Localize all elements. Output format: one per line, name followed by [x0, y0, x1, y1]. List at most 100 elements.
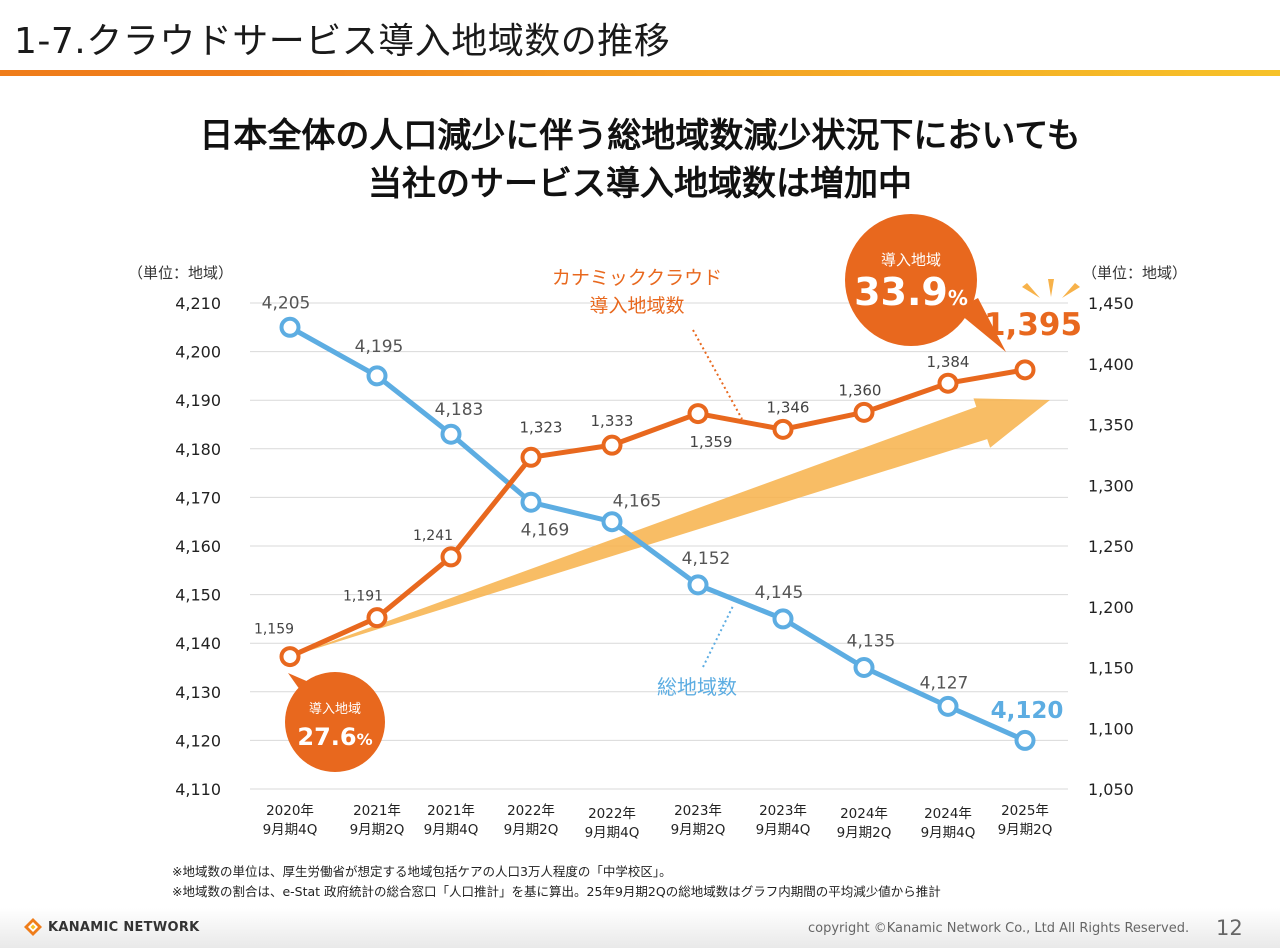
x-axis-tick-label-period: 9月期2Q	[837, 825, 892, 841]
introduced-regions-data-label: 1,384	[927, 353, 970, 371]
total-regions-point	[520, 491, 542, 513]
page-number: 12	[1216, 916, 1243, 940]
slide-title: 1-7.クラウドサービス導入地域数の推移	[14, 21, 671, 62]
total-regions-data-label: 4,127	[920, 673, 969, 693]
introduced-regions-point	[687, 403, 709, 425]
introduced-regions-data-label: 1,360	[839, 381, 882, 399]
x-axis-tick-label-year: 2020年	[266, 803, 314, 819]
left-axis-unit: （単位：地域）	[128, 264, 234, 282]
total-regions-point	[366, 365, 388, 387]
left-axis-tick-label: 4,140	[175, 634, 221, 653]
left-axis-tick-label: 4,150	[175, 586, 221, 605]
callout-start-caption: 導入地域	[309, 702, 361, 717]
total-regions-data-label: 4,183	[435, 400, 484, 420]
x-axis-tick-label-period: 9月期2Q	[671, 822, 726, 838]
introduced-regions-point	[1014, 359, 1036, 381]
x-axis-tick-label-year: 2021年	[427, 803, 475, 819]
left-axis-tick-label: 4,200	[175, 343, 221, 362]
callout-end-caption: 導入地域	[881, 251, 941, 269]
x-axis-tick-label-period: 9月期2Q	[504, 822, 559, 838]
series-label-introduced-line2: 導入地域数	[589, 295, 684, 317]
total-regions-point	[279, 316, 301, 338]
copyright: copyright ©Kanamic Network Co., Ltd All …	[808, 921, 1190, 936]
footnote-1: ※地域数の単位は、厚生労働省が想定する地域包括ケアの人口3万人程度の「中学校区」…	[172, 864, 672, 879]
headline-line-2: 当社のサービス導入地域数は増加中	[368, 164, 912, 204]
left-axis-tick-label: 4,110	[175, 780, 221, 799]
x-axis-tick-label-year: 2023年	[759, 803, 807, 819]
highlight-accent	[1062, 283, 1080, 298]
right-axis-tick-label: 1,350	[1088, 416, 1134, 435]
total-regions-point	[601, 511, 623, 533]
introduced-regions-point	[772, 418, 794, 440]
total-regions-point	[937, 695, 959, 717]
x-axis-tick-label-year: 2025年	[1001, 803, 1049, 819]
series-line-introduced-regions	[288, 367, 1026, 659]
right-axis-tick-label: 1,100	[1088, 719, 1134, 738]
total-regions-point	[687, 574, 709, 596]
introduced-regions-latest-label: 1,395	[984, 307, 1082, 343]
x-axis-tick-label-period: 9月期4Q	[756, 822, 811, 838]
footer-bar	[0, 908, 1280, 948]
x-axis-tick-label-period: 9月期4Q	[424, 822, 479, 838]
callout-end-value: 33.9%	[854, 270, 968, 314]
total-regions-point	[853, 657, 875, 678]
total-regions-point	[1014, 729, 1036, 751]
introduced-regions-data-label: 1,359	[690, 433, 733, 451]
x-axis-tick-label-period: 9月期2Q	[998, 822, 1053, 838]
introduced-regions-data-label: 1,191	[343, 589, 383, 605]
total-regions-data-label: 4,165	[613, 492, 662, 512]
series-label-leader	[692, 329, 743, 420]
right-axis-tick-label: 1,450	[1088, 294, 1134, 313]
left-axis-tick-label: 4,120	[175, 731, 221, 750]
title-rule	[0, 70, 1280, 76]
x-axis-tick-label-period: 9月期2Q	[350, 822, 405, 838]
trend-arrow	[290, 398, 1050, 657]
introduced-regions-point	[601, 434, 623, 456]
introduced-regions-point	[279, 646, 301, 668]
total-regions-latest-label: 4,120	[991, 698, 1064, 724]
x-axis-tick-label-year: 2022年	[588, 806, 636, 822]
series-line-total-regions	[288, 325, 1027, 743]
introduced-regions-point	[520, 446, 542, 468]
total-regions-data-label: 4,169	[521, 520, 570, 540]
introduced-regions-data-label: 1,241	[413, 528, 453, 544]
series-label-introduced-line1: カナミッククラウド	[552, 267, 722, 289]
highlight-accent	[1048, 279, 1054, 297]
callout-end-bubble	[845, 214, 977, 346]
left-axis-tick-label: 4,170	[175, 488, 221, 507]
callout-start-bubble	[285, 672, 385, 772]
x-axis-tick-label-period: 9月期4Q	[585, 825, 640, 841]
introduced-regions-data-label: 1,333	[591, 412, 634, 430]
right-axis-tick-label: 1,050	[1088, 780, 1134, 799]
introduced-regions-point	[937, 372, 959, 394]
logo-text: KANAMIC NETWORK	[48, 919, 200, 935]
x-axis-tick-label-year: 2022年	[507, 803, 555, 819]
callout-start-value: 27.6%	[297, 723, 372, 751]
footnotes: ※地域数の単位は、厚生労働省が想定する地域包括ケアの人口3万人程度の「中学校区」…	[172, 862, 941, 902]
total-regions-data-label: 4,205	[262, 293, 311, 313]
x-axis-tick-label-period: 9月期4Q	[263, 822, 318, 838]
introduced-regions-point	[366, 607, 388, 629]
x-axis-tick-label-year: 2024年	[924, 806, 972, 822]
x-axis-tick-label-period: 9月期4Q	[921, 825, 976, 841]
introduced-regions-point	[440, 546, 462, 568]
company-logo: KANAMIC NETWORK	[24, 918, 200, 936]
x-axis-tick-label-year: 2023年	[674, 803, 722, 819]
headline-line-1: 日本全体の人口減少に伴う総地域数減少状況下においても	[199, 116, 1081, 156]
total-regions-data-label: 4,152	[682, 549, 731, 569]
right-axis-tick-label: 1,300	[1088, 476, 1134, 495]
left-axis-tick-label: 4,160	[175, 537, 221, 556]
left-axis-tick-label: 4,180	[175, 440, 221, 459]
right-axis-tick-label: 1,200	[1088, 598, 1134, 617]
total-regions-data-label: 4,135	[847, 632, 896, 652]
left-axis-tick-label: 4,130	[175, 683, 221, 702]
x-axis-tick-label-year: 2021年	[353, 803, 401, 819]
introduced-regions-data-label: 1,323	[520, 418, 563, 436]
introduced-regions-point	[853, 401, 875, 423]
series-label-total-regions: 総地域数	[657, 675, 737, 699]
total-regions-point	[772, 608, 794, 630]
right-axis-tick-label: 1,150	[1088, 659, 1134, 678]
right-axis-tick-label: 1,250	[1088, 537, 1134, 556]
total-regions-data-label: 4,145	[755, 583, 804, 603]
